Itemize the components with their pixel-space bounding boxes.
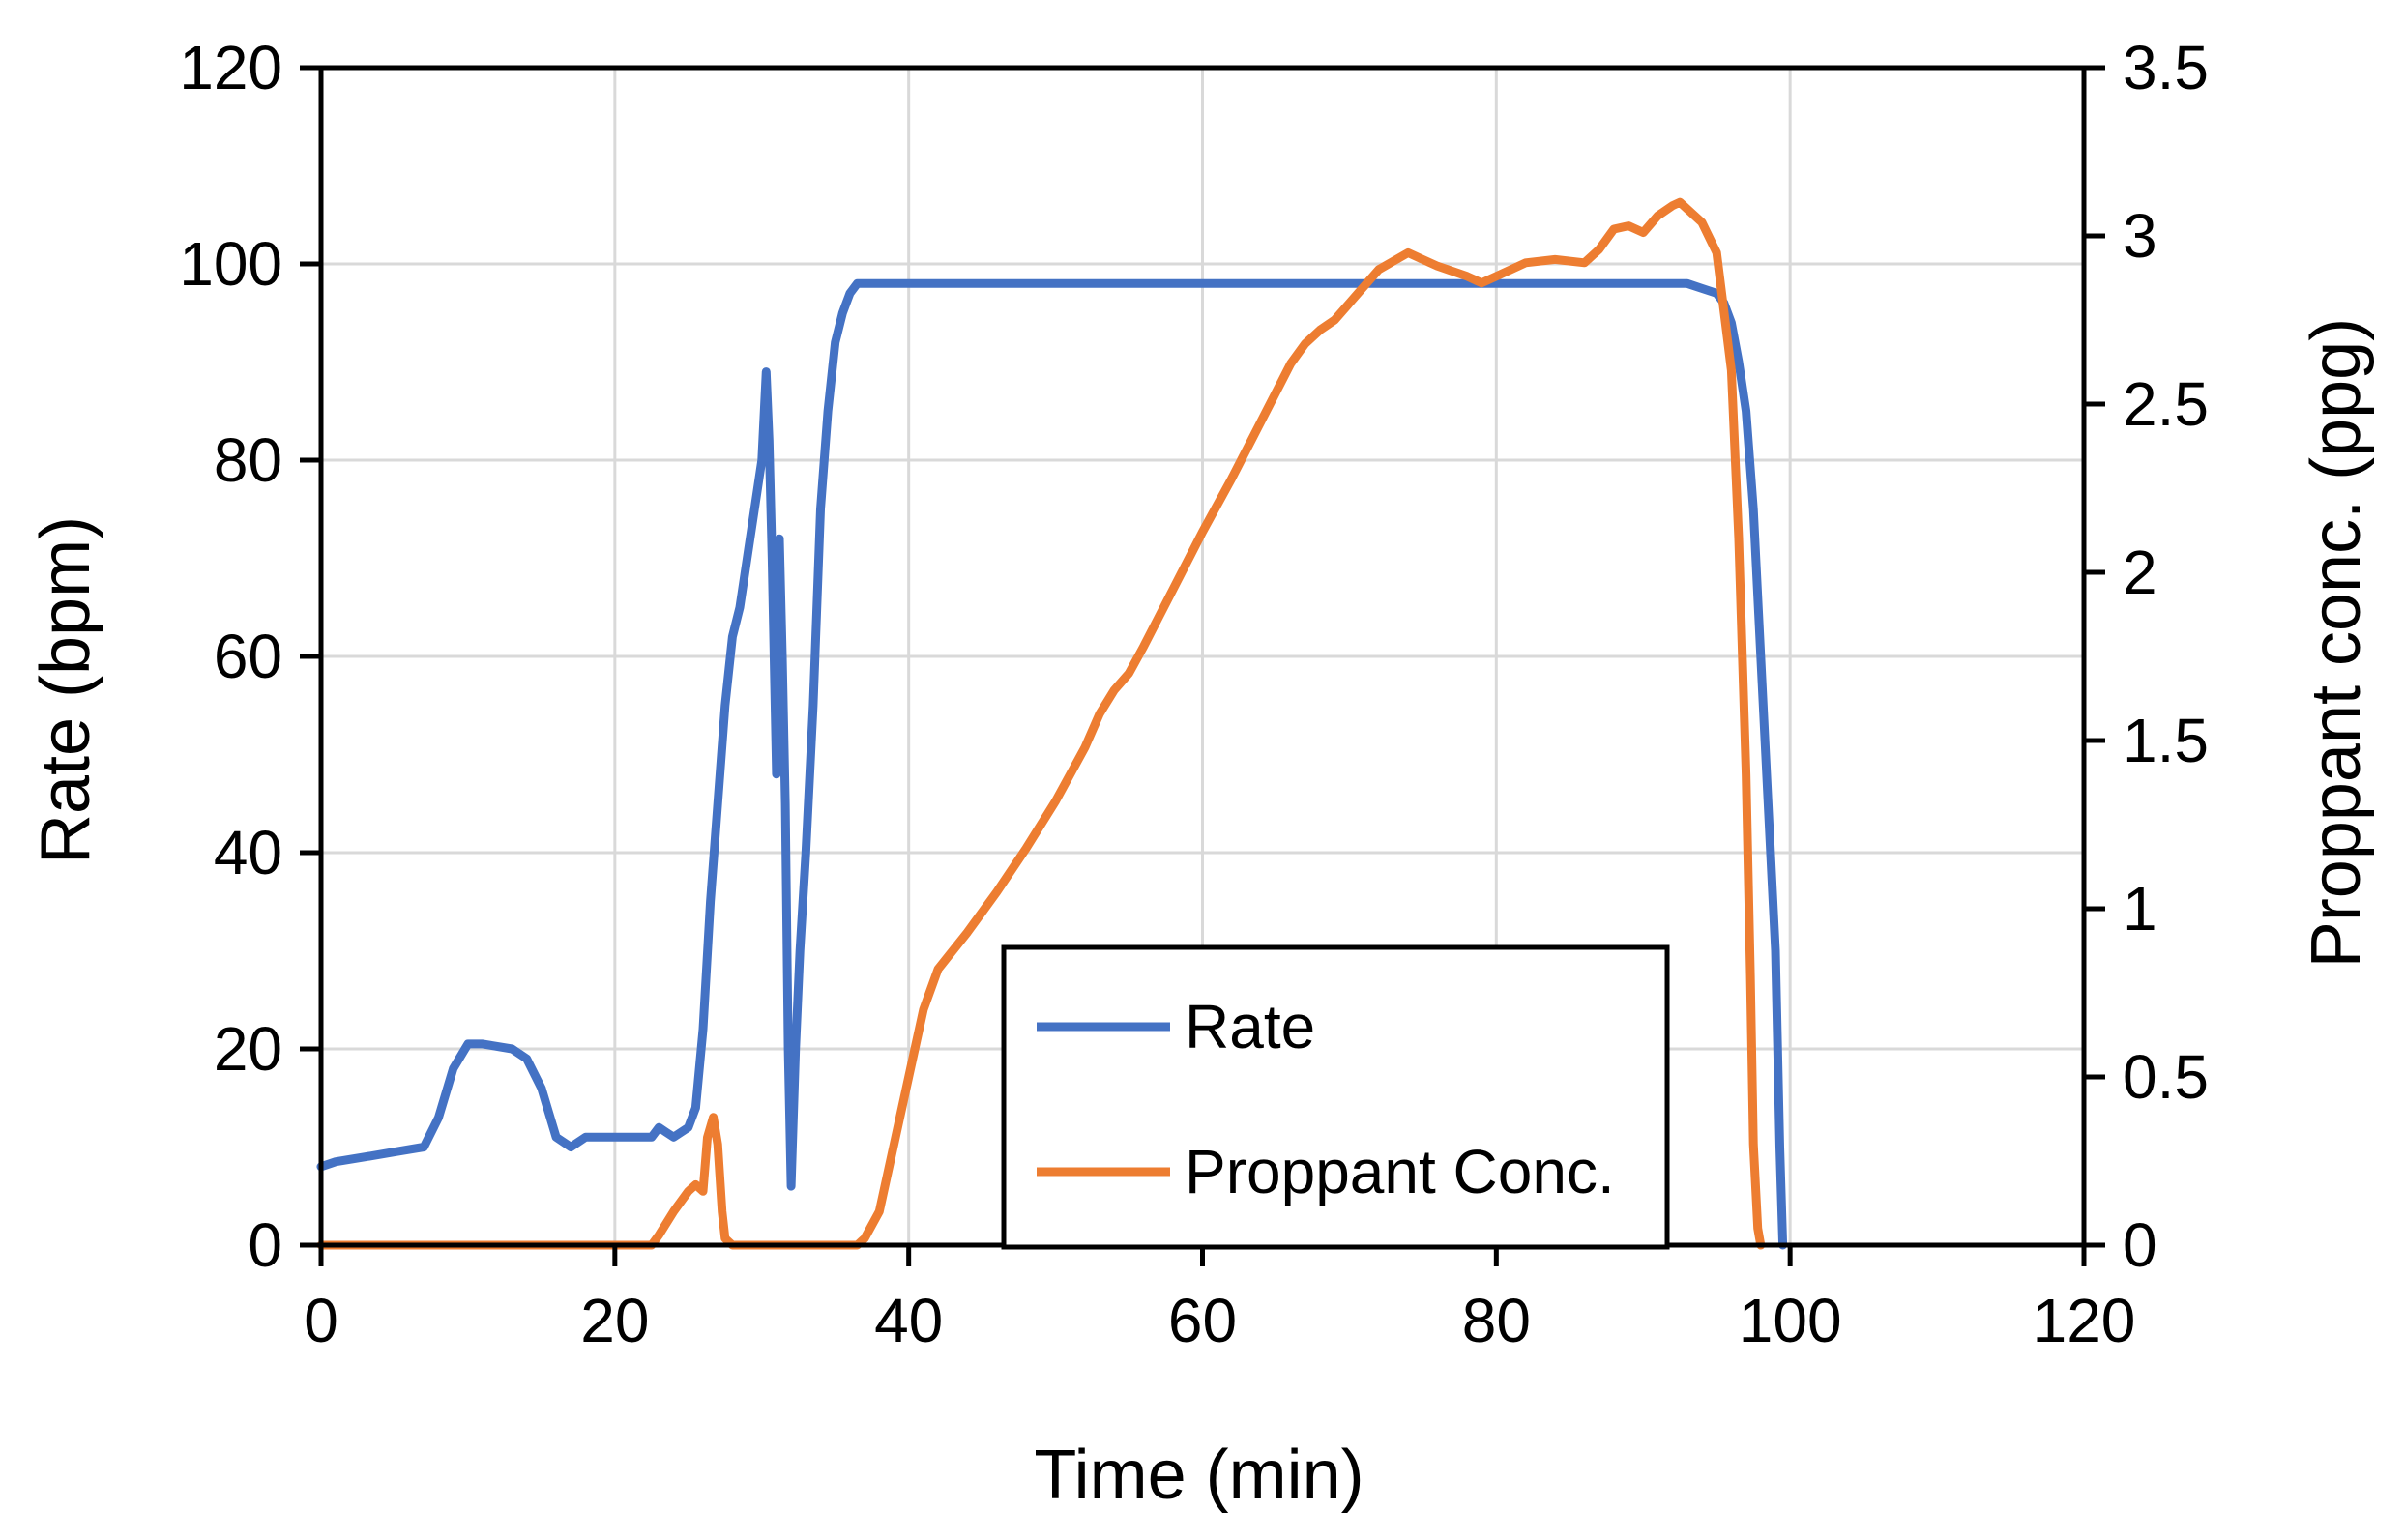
y-tick-label: 60: [214, 622, 282, 691]
x-tick-label: 100: [1739, 1286, 1842, 1355]
tick-labels: 0 20 40 60 80 100 12002040608010012000.511.522…: [179, 33, 2209, 1355]
y-axis-title: Rate (bpm): [27, 516, 104, 864]
y-tick-label: 80: [214, 425, 282, 495]
legend: Rate Proppant Conc.: [1001, 944, 1670, 1250]
legend-label-rate: Rate: [1185, 992, 1315, 1061]
y-tick-label: 100: [179, 229, 282, 299]
y2-tick-label: 2.5: [2123, 369, 2209, 439]
series-line-proppant-conc: [316, 197, 1766, 1250]
y2-tick-label: 1.5: [2123, 706, 2209, 775]
y2-tick-label: 0: [2123, 1210, 2157, 1280]
y-tick-label: 120: [179, 33, 282, 102]
y2-tick-label: 2: [2123, 538, 2157, 607]
y2-axis-title: Proppant conc. (ppg): [2298, 318, 2375, 968]
x-axis-title: Time (min): [1034, 1437, 1364, 1514]
x-tick-label: 60: [1168, 1286, 1237, 1355]
y2-tick-label: 0.5: [2123, 1042, 2209, 1112]
y-tick-label: 0: [248, 1210, 282, 1280]
y2-tick-label: 3: [2123, 201, 2157, 271]
x-tick-label: 120: [2033, 1286, 2136, 1355]
series-line-rate: [316, 278, 1788, 1250]
y-tick-label: 20: [214, 1014, 282, 1084]
y-tick-label: 40: [214, 818, 282, 887]
y2-tick-label: 1: [2123, 874, 2157, 944]
x-tick-label: 40: [874, 1286, 943, 1355]
y2-tick-label: 3.5: [2123, 33, 2209, 102]
x-tick-label: 20: [580, 1286, 649, 1355]
legend-label-proppant: Proppant Conc.: [1185, 1137, 1615, 1206]
axes: [300, 65, 2105, 1266]
series-layer: [316, 197, 1788, 1250]
x-tick-label: 80: [1462, 1286, 1531, 1355]
x-tick-label: 0: [304, 1286, 338, 1355]
legend-box: [1001, 944, 1670, 1250]
